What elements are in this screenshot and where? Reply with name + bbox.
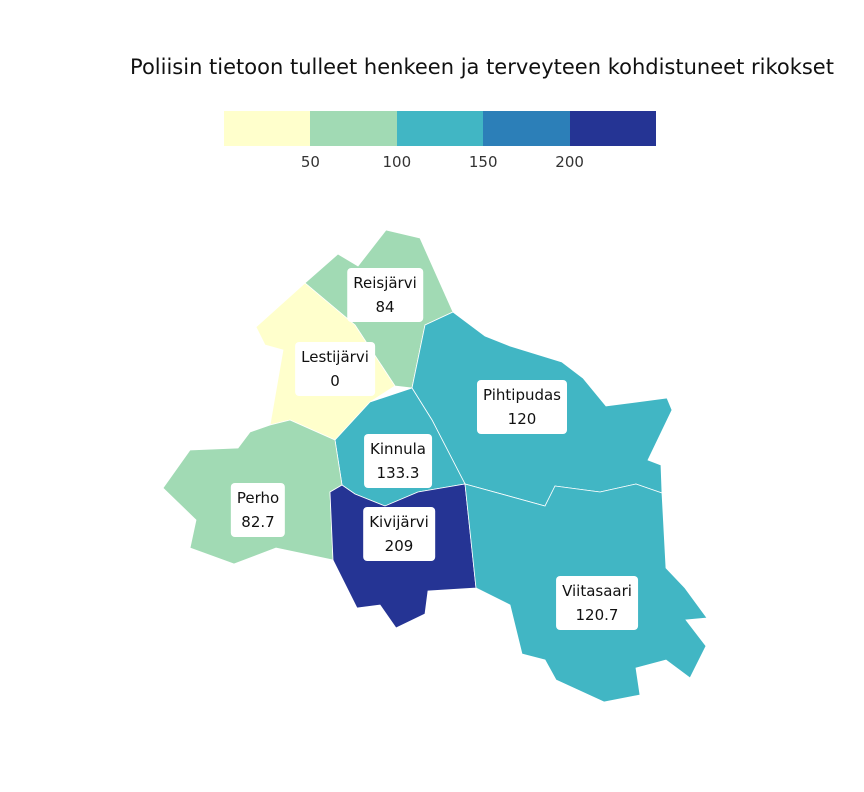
region-name: Reisjärvi — [353, 274, 417, 292]
region-value: 209 — [384, 537, 414, 555]
legend-bin-3 — [396, 111, 484, 146]
label-perho: Perho 82.7 — [230, 483, 286, 537]
region-name: Lestijärvi — [301, 348, 369, 366]
region-name: Viitasaari — [562, 582, 632, 600]
region-value: 82.7 — [241, 513, 275, 531]
legend-bin-4 — [483, 111, 570, 146]
legend-tick: 100 — [382, 153, 412, 171]
region-value: 120.7 — [575, 606, 619, 624]
label-kinnula: Kinnula 133.3 — [364, 434, 432, 488]
legend-tick: 150 — [468, 153, 498, 171]
region-name: Perho — [236, 489, 280, 507]
color-legend: 50 100 150 200 — [224, 111, 657, 171]
map-title: Poliisin tietoon tulleet henkeen ja terv… — [130, 55, 834, 79]
label-pihtipudas: Pihtipudas 120 — [477, 380, 567, 434]
legend-color-bar — [224, 111, 657, 146]
region-value: 133.3 — [376, 464, 420, 482]
region-value: 120 — [507, 410, 537, 428]
label-kivijarvi: Kivijärvi 209 — [363, 507, 435, 561]
legend-bin-2 — [310, 111, 397, 146]
region-name: Kinnula — [370, 440, 426, 458]
region-value: 0 — [330, 372, 340, 390]
label-reisjarvi: Reisjärvi 84 — [347, 268, 423, 322]
legend-bin-1 — [224, 111, 311, 146]
label-viitasaari: Viitasaari 120.7 — [556, 576, 638, 630]
region-value: 84 — [375, 298, 395, 316]
legend-ticks: 50 100 150 200 — [224, 146, 656, 171]
label-lestijarvi: Lestijärvi 0 — [295, 342, 375, 396]
legend-tick: 50 — [300, 153, 320, 171]
legend-tick: 200 — [555, 153, 584, 171]
region-name: Pihtipudas — [483, 386, 561, 404]
legend-bin-5 — [569, 111, 657, 146]
region-name: Kivijärvi — [369, 513, 429, 531]
